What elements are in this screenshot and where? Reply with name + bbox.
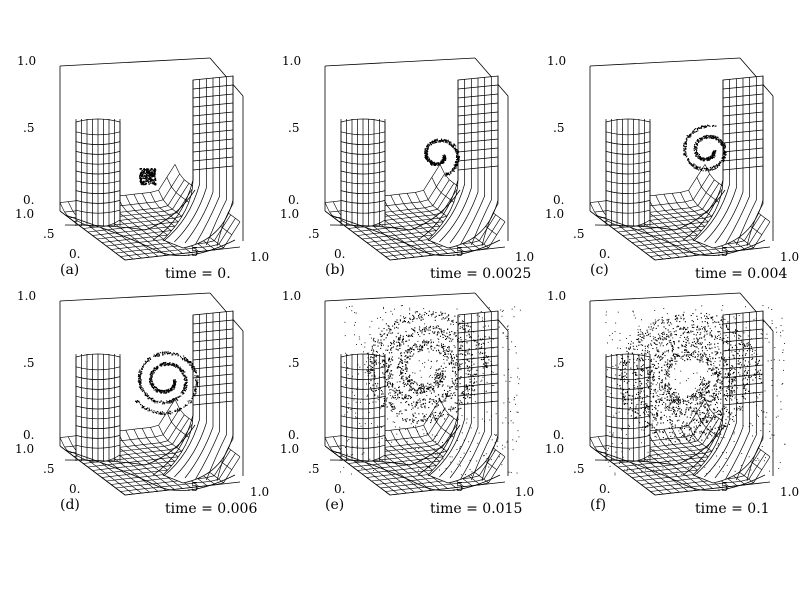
panel-tag: (a) (60, 262, 80, 278)
particle-cloud (683, 124, 727, 172)
z-tick-label: 1.0 (282, 54, 302, 68)
z-tick-label: 0. (553, 428, 565, 442)
panel-f: 1.0.5 0. 1.0.5 0. .5 1.0 (f) time = 0.1 (545, 285, 800, 520)
y-tick-label: 1.0 (15, 442, 35, 456)
z-tick-label: 0. (288, 428, 300, 442)
panel-d-plot (59, 292, 244, 496)
x-tick-label: 1.0 (780, 250, 800, 264)
z-tick-label: .5 (288, 121, 300, 135)
panel-d: 1.0.5 0. 1.0.5 0. .5 1.0 (d) time = 0.006 (15, 285, 295, 520)
panel-a: 1.0.5 0. 1.0.5 0. .5 1.0 (a) time = 0. (15, 50, 295, 285)
floor-curves (64, 189, 236, 256)
y-tick-label: .5 (308, 227, 320, 241)
panel-tag: (b) (325, 262, 345, 278)
x-tick-label: .5 (717, 480, 729, 494)
y-tick-label: .5 (573, 227, 585, 241)
time-caption: time = 0.0025 (430, 266, 532, 282)
left-column-surface (340, 353, 386, 463)
z-tick-label: 1.0 (17, 289, 37, 303)
particle-cloud (139, 168, 157, 186)
panel-b: 1.0.5 0. 1.0.5 0. .5 1.0 (b) time = 0.0025 (280, 50, 560, 285)
panel-b-plot (324, 57, 509, 261)
floor-curves (594, 189, 766, 256)
panel-e-plot (324, 292, 521, 496)
time-caption: time = 0.1 (695, 501, 770, 517)
panel-tag: (d) (60, 497, 80, 513)
y-tick-label: 0. (334, 482, 346, 496)
time-caption: time = 0. (165, 266, 231, 282)
left-column-surface (605, 118, 651, 228)
floor-curves (329, 189, 501, 256)
particle-cloud (340, 305, 521, 476)
x-tick-label: 1.0 (250, 250, 270, 264)
panel-tag: (c) (590, 262, 609, 278)
floor-curves (594, 424, 766, 491)
particle-cloud (424, 138, 460, 177)
particle-cloud (135, 351, 199, 416)
x-tick-label: 1.0 (250, 485, 270, 499)
z-tick-label: .5 (553, 121, 565, 135)
bounding-box (589, 292, 774, 496)
right-wall-surface (152, 75, 234, 249)
x-tick-label: .5 (717, 245, 729, 259)
z-tick-label: 1.0 (547, 289, 567, 303)
y-tick-label: 0. (599, 247, 611, 261)
y-tick-label: 0. (69, 247, 81, 261)
y-tick-label: .5 (573, 462, 585, 476)
z-tick-label: 0. (553, 193, 565, 207)
z-tick-label: .5 (288, 356, 300, 370)
z-tick-label: 0. (23, 428, 35, 442)
panel-c: 1.0.5 0. 1.0.5 0. .5 1.0 (c) time = 0.004 (545, 50, 800, 285)
y-tick-label: 0. (69, 482, 81, 496)
panel-tag: (e) (325, 497, 345, 513)
floor-curves (64, 424, 236, 491)
particle-cloud (605, 305, 786, 476)
x-tick-label: .5 (452, 245, 464, 259)
z-tick-label: 0. (23, 193, 35, 207)
x-tick-label: .5 (187, 245, 199, 259)
panel-f-plot (589, 292, 786, 496)
z-tick-label: 1.0 (282, 289, 302, 303)
y-tick-label: 1.0 (545, 442, 565, 456)
y-tick-label: .5 (43, 462, 55, 476)
floor-curves (329, 424, 501, 491)
x-tick-label: 1.0 (515, 250, 535, 264)
x-tick-label: .5 (187, 480, 199, 494)
y-tick-label: 1.0 (15, 207, 35, 221)
y-tick-label: 1.0 (545, 207, 565, 221)
z-tick-label: 1.0 (17, 54, 37, 68)
y-tick-label: 1.0 (280, 207, 300, 221)
y-tick-label: 0. (334, 247, 346, 261)
left-column-surface (75, 353, 121, 463)
y-tick-label: 0. (599, 482, 611, 496)
x-tick-label: 1.0 (780, 485, 800, 499)
right-wall-surface (417, 75, 499, 249)
y-tick-label: .5 (43, 227, 55, 241)
left-column-surface (75, 118, 121, 228)
z-tick-label: .5 (553, 356, 565, 370)
time-caption: time = 0.004 (695, 266, 788, 282)
right-wall-surface (682, 75, 764, 249)
panel-c-plot (589, 57, 774, 261)
left-column-surface (340, 118, 386, 228)
x-tick-label: 1.0 (515, 485, 535, 499)
z-tick-label: .5 (23, 121, 35, 135)
z-tick-label: 0. (288, 193, 300, 207)
z-tick-label: .5 (23, 356, 35, 370)
time-caption: time = 0.015 (430, 501, 523, 517)
panel-tag: (f) (590, 497, 607, 513)
y-tick-label: .5 (308, 462, 320, 476)
y-tick-label: 1.0 (280, 442, 300, 456)
panel-a-plot (59, 57, 244, 261)
x-tick-label: .5 (452, 480, 464, 494)
z-tick-label: 1.0 (547, 54, 567, 68)
panel-e: 1.0.5 0. 1.0.5 0. .5 1.0 (e) time = 0.015 (280, 285, 560, 520)
time-caption: time = 0.006 (165, 501, 258, 517)
